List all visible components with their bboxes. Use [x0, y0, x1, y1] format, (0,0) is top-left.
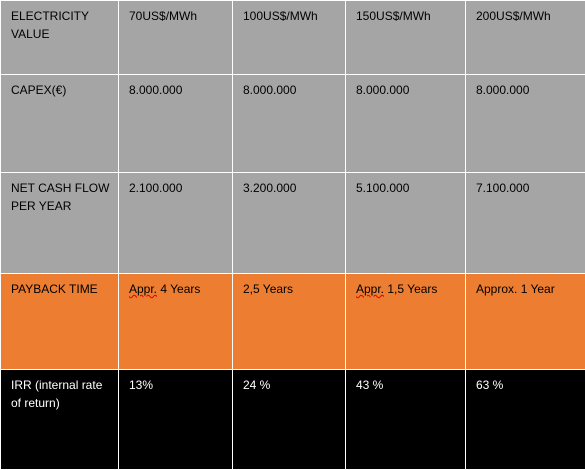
table-cell: 2,5 Years	[233, 274, 346, 370]
spellcheck-word: Appr.	[356, 282, 384, 296]
row-label: PAYBACK TIME	[1, 274, 119, 370]
table-cell: 24 %	[233, 370, 346, 470]
cell-text: 4 Years	[157, 282, 200, 296]
table-cell: 63 %	[466, 370, 585, 470]
table-cell: 8.000.000	[119, 75, 233, 173]
row-label: ELECTRICITY VALUE	[1, 1, 119, 75]
table-cell: 7.100.000	[466, 173, 585, 274]
table-cell: Appr. 1,5 Years	[346, 274, 466, 370]
table-cell: 200US$/MWh	[466, 1, 585, 75]
table-cell: 8.000.000	[466, 75, 585, 173]
spellcheck-word: Appr.	[129, 282, 157, 296]
cell-text: 2,5 Years	[243, 282, 293, 296]
cell-text: 1,5 Years	[384, 282, 437, 296]
table-cell: Appr. 4 Years	[119, 274, 233, 370]
table-cell: 2.100.000	[119, 173, 233, 274]
row-label: NET CASH FLOW PER YEAR	[1, 173, 119, 274]
table-cell: 8.000.000	[233, 75, 346, 173]
row-label: CAPEX(€)	[1, 75, 119, 173]
table-row-payback-time: PAYBACK TIME Appr. 4 Years 2,5 Years App…	[1, 274, 585, 370]
table-cell: 13%	[119, 370, 233, 470]
table-cell: 5.100.000	[346, 173, 466, 274]
table-cell: 70US$/MWh	[119, 1, 233, 75]
table-cell: 8.000.000	[346, 75, 466, 173]
table-row-capex: CAPEX(€) 8.000.000 8.000.000 8.000.000 8…	[1, 75, 585, 173]
cell-text: Approx. 1 Year	[476, 282, 555, 296]
table-row-irr: IRR (internal rate of return) 13% 24 % 4…	[1, 370, 585, 470]
table-row-net-cash-flow: NET CASH FLOW PER YEAR 2.100.000 3.200.0…	[1, 173, 585, 274]
table-cell: 150US$/MWh	[346, 1, 466, 75]
row-label: IRR (internal rate of return)	[1, 370, 119, 470]
table-cell: 3.200.000	[233, 173, 346, 274]
table-row-electricity-value: ELECTRICITY VALUE 70US$/MWh 100US$/MWh 1…	[1, 1, 585, 75]
table-cell: 100US$/MWh	[233, 1, 346, 75]
table-cell: Approx. 1 Year	[466, 274, 585, 370]
table-cell: 43 %	[346, 370, 466, 470]
